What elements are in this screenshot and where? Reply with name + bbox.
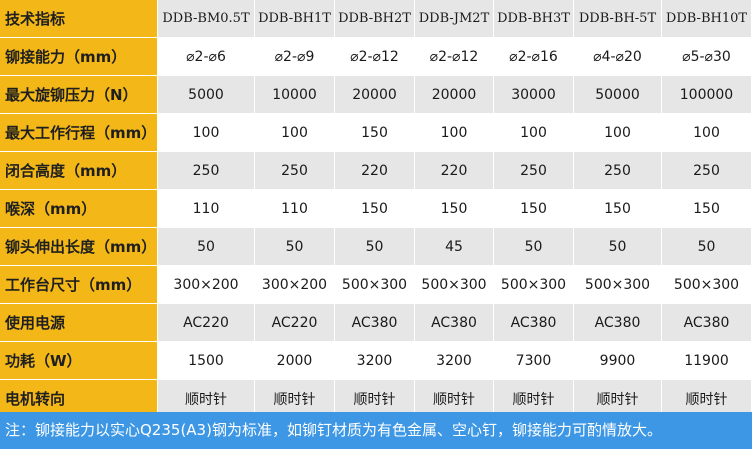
table-row: 铆头伸出长度（mm） 50 50 50 45 50 50 50 [0, 228, 752, 266]
table-cell: 顺时针 [158, 380, 255, 418]
table-cell: 250 [574, 152, 662, 190]
table-cell: 100000 [662, 76, 752, 114]
table-cell: 50 [662, 228, 752, 266]
row-label: 电机转向 [0, 380, 158, 418]
table-cell: 50 [494, 228, 574, 266]
table-cell: 300×200 [255, 266, 335, 304]
table-cell: 150 [335, 114, 415, 152]
table-cell: 3200 [335, 342, 415, 380]
table-cell: ⌀2-⌀9 [255, 38, 335, 76]
table-cell: 500×300 [574, 266, 662, 304]
table-cell: 150 [494, 190, 574, 228]
table-cell: 100 [662, 114, 752, 152]
table-cell: 50 [255, 228, 335, 266]
model-name-cell: DDB-JM2T [415, 0, 494, 38]
table-cell: 顺时针 [415, 380, 494, 418]
spec-table: 技术指标 DDB-BM0.5T DDB-BH1T DDB-BH2T DDB-JM2T DD… [0, 0, 752, 418]
table-cell: 500×300 [335, 266, 415, 304]
table-cell: 100 [494, 114, 574, 152]
model-name-cell: DDB-BM0.5T [158, 0, 255, 38]
table-cell: 220 [415, 152, 494, 190]
table-cell: 7300 [494, 342, 574, 380]
table-cell: AC220 [255, 304, 335, 342]
table-row: 功耗（W） 1500 2000 3200 3200 7300 9900 11900 [0, 342, 752, 380]
row-label: 喉深（mm） [0, 190, 158, 228]
row-label: 功耗（W） [0, 342, 158, 380]
table-cell: ⌀2-⌀6 [158, 38, 255, 76]
table-cell: 110 [255, 190, 335, 228]
table-row: 使用电源 AC220 AC220 AC380 AC380 AC380 AC380 AC380 [0, 304, 752, 342]
table-cell: 500×300 [415, 266, 494, 304]
table-cell: 50 [158, 228, 255, 266]
model-name-cell: DDB-BH1T [255, 0, 335, 38]
table-cell: 110 [158, 190, 255, 228]
table-cell: 500×300 [494, 266, 574, 304]
table-cell: 250 [255, 152, 335, 190]
table-cell: ⌀2-⌀12 [335, 38, 415, 76]
table-cell: 50 [335, 228, 415, 266]
table-cell: 300×200 [158, 266, 255, 304]
table-cell: AC380 [415, 304, 494, 342]
table-cell: 9900 [574, 342, 662, 380]
table-cell: AC380 [662, 304, 752, 342]
table-cell: 100 [158, 114, 255, 152]
table-cell: 150 [574, 190, 662, 228]
model-name-cell: DDB-BH10T [662, 0, 752, 38]
table-cell: 顺时针 [255, 380, 335, 418]
table-row: 电机转向 顺时针 顺时针 顺时针 顺时针 顺时针 顺时针 顺时针 [0, 380, 752, 418]
model-name-cell: DDB-BH2T [335, 0, 415, 38]
table-cell: 250 [662, 152, 752, 190]
table-cell: 150 [415, 190, 494, 228]
table-cell: 45 [415, 228, 494, 266]
table-cell: 顺时针 [335, 380, 415, 418]
table-cell: 5000 [158, 76, 255, 114]
row-label: 技术指标 [0, 0, 158, 38]
table-cell: ⌀4-⌀20 [574, 38, 662, 76]
table-cell: 100 [415, 114, 494, 152]
table-cell: 100 [574, 114, 662, 152]
table-cell: 20000 [335, 76, 415, 114]
table-header-row: 技术指标 DDB-BM0.5T DDB-BH1T DDB-BH2T DDB-JM2T DD… [0, 0, 752, 38]
row-label: 铆接能力（mm） [0, 38, 158, 76]
table-cell: ⌀5-⌀30 [662, 38, 752, 76]
table-cell: AC220 [158, 304, 255, 342]
row-label: 工作台尺寸（mm） [0, 266, 158, 304]
table-row: 最大工作行程（mm） 100 100 150 100 100 100 100 [0, 114, 752, 152]
row-label: 闭合高度（mm） [0, 152, 158, 190]
table-cell: 11900 [662, 342, 752, 380]
table-cell: 500×300 [662, 266, 752, 304]
table-cell: 150 [662, 190, 752, 228]
table-cell: 1500 [158, 342, 255, 380]
table-cell: 50 [574, 228, 662, 266]
row-label: 使用电源 [0, 304, 158, 342]
table-cell: 10000 [255, 76, 335, 114]
table-cell: ⌀2-⌀12 [415, 38, 494, 76]
table-cell: ⌀2-⌀16 [494, 38, 574, 76]
table-row: 喉深（mm） 110 110 150 150 150 150 150 [0, 190, 752, 228]
table-cell: AC380 [574, 304, 662, 342]
row-label: 最大工作行程（mm） [0, 114, 158, 152]
row-label: 铆头伸出长度（mm） [0, 228, 158, 266]
table-cell: 150 [335, 190, 415, 228]
table-cell: 250 [494, 152, 574, 190]
row-label: 最大旋铆压力（N） [0, 76, 158, 114]
table-cell: 20000 [415, 76, 494, 114]
table-cell: 220 [335, 152, 415, 190]
table-row: 最大旋铆压力（N） 5000 10000 20000 20000 30000 50000 10… [0, 76, 752, 114]
table-cell: 顺时针 [574, 380, 662, 418]
table-cell: 30000 [494, 76, 574, 114]
table-cell: 2000 [255, 342, 335, 380]
table-cell: 250 [158, 152, 255, 190]
table-cell: AC380 [335, 304, 415, 342]
table-row: 闭合高度（mm） 250 250 220 220 250 250 250 [0, 152, 752, 190]
table-cell: 3200 [415, 342, 494, 380]
table-row: 铆接能力（mm） ⌀2-⌀6 ⌀2-⌀9 ⌀2-⌀12 ⌀2-⌀12 ⌀2-⌀16 ⌀4-⌀… [0, 38, 752, 76]
model-name-cell: DDB-BH3T [494, 0, 574, 38]
table-cell: AC380 [494, 304, 574, 342]
model-name-cell: DDB-BH-5T [574, 0, 662, 38]
footnote: 注：铆接能力以实心Q235(A3)钢为标准，如铆钉材质为有色金属、空心钉，铆接能… [0, 412, 752, 449]
table-cell: 100 [255, 114, 335, 152]
table-cell: 50000 [574, 76, 662, 114]
table-row: 工作台尺寸（mm） 300×200 300×200 500×300 500×300 500… [0, 266, 752, 304]
